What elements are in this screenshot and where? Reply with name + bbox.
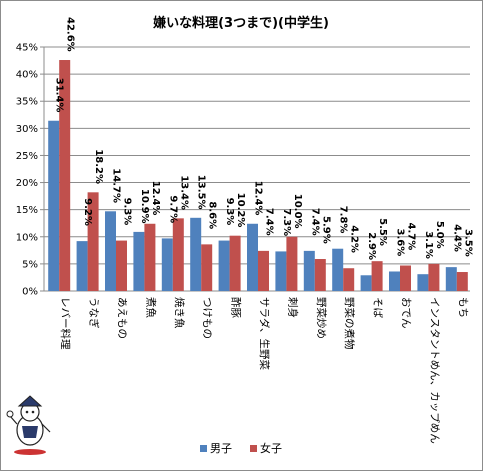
bar-female [87, 192, 99, 291]
data-label-female: 8.6% [207, 201, 218, 229]
data-label-female: 13.4% [178, 175, 189, 210]
data-label-female: 5.9% [320, 216, 331, 244]
x-category-label: おでん [400, 297, 412, 329]
bar-male [190, 217, 202, 291]
data-label-male: 9.3% [224, 198, 235, 226]
x-category-label: あえもの [116, 297, 128, 339]
bar-male [218, 240, 230, 291]
data-label-male: 31.4% [54, 78, 65, 113]
legend-label-male: 男子 [210, 442, 232, 455]
bar-female [201, 244, 213, 291]
legend-swatch-female [250, 445, 257, 452]
y-tick-label: 10% [16, 232, 38, 243]
data-label-male: 3.6% [395, 228, 406, 256]
bar-male [445, 267, 457, 291]
bar-female [343, 268, 355, 291]
data-label-male: 12.4% [253, 181, 264, 216]
data-label-female: 10.2% [235, 193, 246, 228]
data-label-male: 7.3% [281, 208, 292, 236]
data-label-female: 5.0% [434, 221, 445, 249]
x-category-label: うなぎ [88, 297, 101, 329]
legend: 男子 女子 [200, 441, 282, 455]
bar-male [275, 251, 287, 291]
y-tick-label: 40% [16, 70, 38, 81]
legend-label-female: 女子 [260, 441, 282, 455]
data-label-female: 4.2% [349, 225, 360, 253]
x-category-label: 煮魚 [144, 297, 157, 318]
y-tick-label: 25% [16, 151, 38, 162]
bar-female [229, 235, 241, 291]
y-axis: 0% 5% 10% 15% 20% 25% 30% 35% 40% 45% [16, 43, 45, 298]
bars [48, 60, 468, 292]
x-category-label: もち [457, 297, 469, 318]
y-tick-label: 0% [22, 287, 38, 298]
bar-male [247, 223, 258, 291]
bar-female [144, 223, 156, 291]
bar-male [303, 250, 315, 291]
x-category-label: レバー料理 [59, 297, 72, 350]
bar-female [172, 218, 184, 291]
data-label-male: 3.1% [423, 231, 434, 259]
data-label-male: 7.8% [338, 206, 349, 234]
x-category-label: 野菜炒め [315, 297, 327, 339]
bar-female [116, 240, 127, 291]
data-label-male: 2.9% [366, 232, 377, 260]
legend-swatch-male [200, 445, 207, 452]
data-labels: 31.4%42.6%9.2%18.2%14.7%9.3% 10.9% 12.4% 9.… [54, 17, 474, 260]
y-tick-label: 35% [16, 97, 38, 108]
bar-male [48, 120, 60, 292]
data-label-male: 9.2% [82, 198, 93, 226]
bar-female [456, 272, 468, 291]
x-category-label: 野菜の煮物 [343, 297, 356, 350]
x-category-label: 焼き魚 [173, 297, 186, 329]
data-label-female: 5.5% [377, 218, 388, 246]
bar-female [258, 250, 269, 291]
bar-male [332, 248, 344, 291]
bar-male [417, 274, 429, 291]
data-label-male: 14.7% [111, 168, 122, 203]
bar-male [360, 275, 372, 291]
data-label-female: 9.3% [122, 198, 133, 226]
bar-female [286, 236, 298, 291]
bar-male [76, 241, 88, 291]
bar-female [400, 265, 411, 291]
data-label-female: 10.0% [292, 194, 303, 229]
data-label-female: 18.2% [93, 149, 104, 184]
data-label-male: 13.5% [196, 175, 207, 210]
y-tick-label: 30% [16, 124, 38, 135]
data-label-female: 42.6% [65, 17, 76, 52]
data-label-male: 10.9% [139, 189, 150, 224]
data-label-female: 12.4% [150, 181, 161, 216]
data-label-female: 7.4% [264, 208, 275, 236]
bar-female [371, 261, 383, 291]
bar-female [59, 60, 71, 291]
y-tick-label: 20% [16, 178, 38, 189]
y-tick-label: 45% [16, 43, 38, 54]
data-label-male: 7.4% [309, 208, 320, 236]
data-label-female: 3.5% [462, 229, 473, 257]
x-axis-labels: レバー料理 うなぎ あえもの 煮魚 焼き魚 つけもの 酢豚 サラダ、生野菜 刺身 野菜炒め 野菜の煮… [59, 297, 469, 444]
x-category-label: 酢豚 [230, 297, 243, 318]
y-tick-label: 15% [16, 205, 38, 216]
data-label-female: 4.7% [406, 223, 417, 251]
bar-male [161, 238, 173, 291]
bar-male [389, 271, 400, 291]
mascot-illustration [6, 395, 51, 455]
bar-female [314, 259, 326, 291]
bar-male [133, 231, 145, 291]
x-category-label: インスタントめん、カップめん [428, 297, 440, 444]
bar-male [105, 211, 116, 291]
data-label-male: 4.4% [451, 224, 462, 252]
data-label-male: 9.7% [167, 195, 178, 223]
bar-female [428, 263, 440, 291]
y-tick-label: 5% [22, 259, 38, 270]
x-category-label: 刺身 [286, 297, 299, 318]
x-category-label: つけもの [201, 297, 213, 339]
x-category-label: サラダ、生野菜 [258, 297, 271, 370]
chart-title: 嫌いな料理(3つまで)(中学生) [152, 15, 329, 31]
x-category-label: そば [372, 297, 384, 318]
